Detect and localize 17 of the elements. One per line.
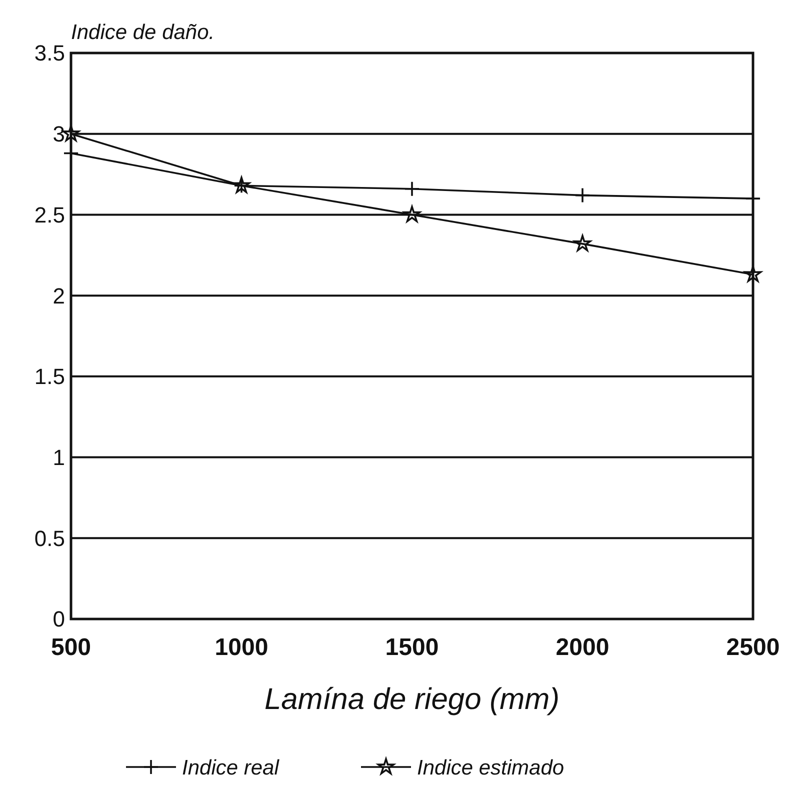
y-tick-label: 2 [52,283,65,308]
x-axis-title: Lamína de riego (mm) [264,683,560,716]
y-tick-label: 2.5 [34,202,65,228]
x-tick-label: 1500 [385,634,439,661]
y-tick-label: 0.5 [34,526,65,551]
legend-label: Indice estimado [417,756,564,780]
y-tick-label: 1.5 [34,364,65,390]
x-tick-label: 500 [50,634,92,661]
x-tick-label: 2000 [556,634,610,661]
y-axis-title: Indice de daño. [71,21,215,44]
legend-label: Indice real [182,756,280,780]
x-tick-label: 2500 [726,634,780,661]
x-tick-label: 1000 [214,634,268,661]
y-tick-label: 3 [52,122,65,147]
y-tick-label: 0 [52,606,65,632]
y-tick-label: 1 [52,444,65,470]
y-tick-label: 3.5 [34,40,65,66]
